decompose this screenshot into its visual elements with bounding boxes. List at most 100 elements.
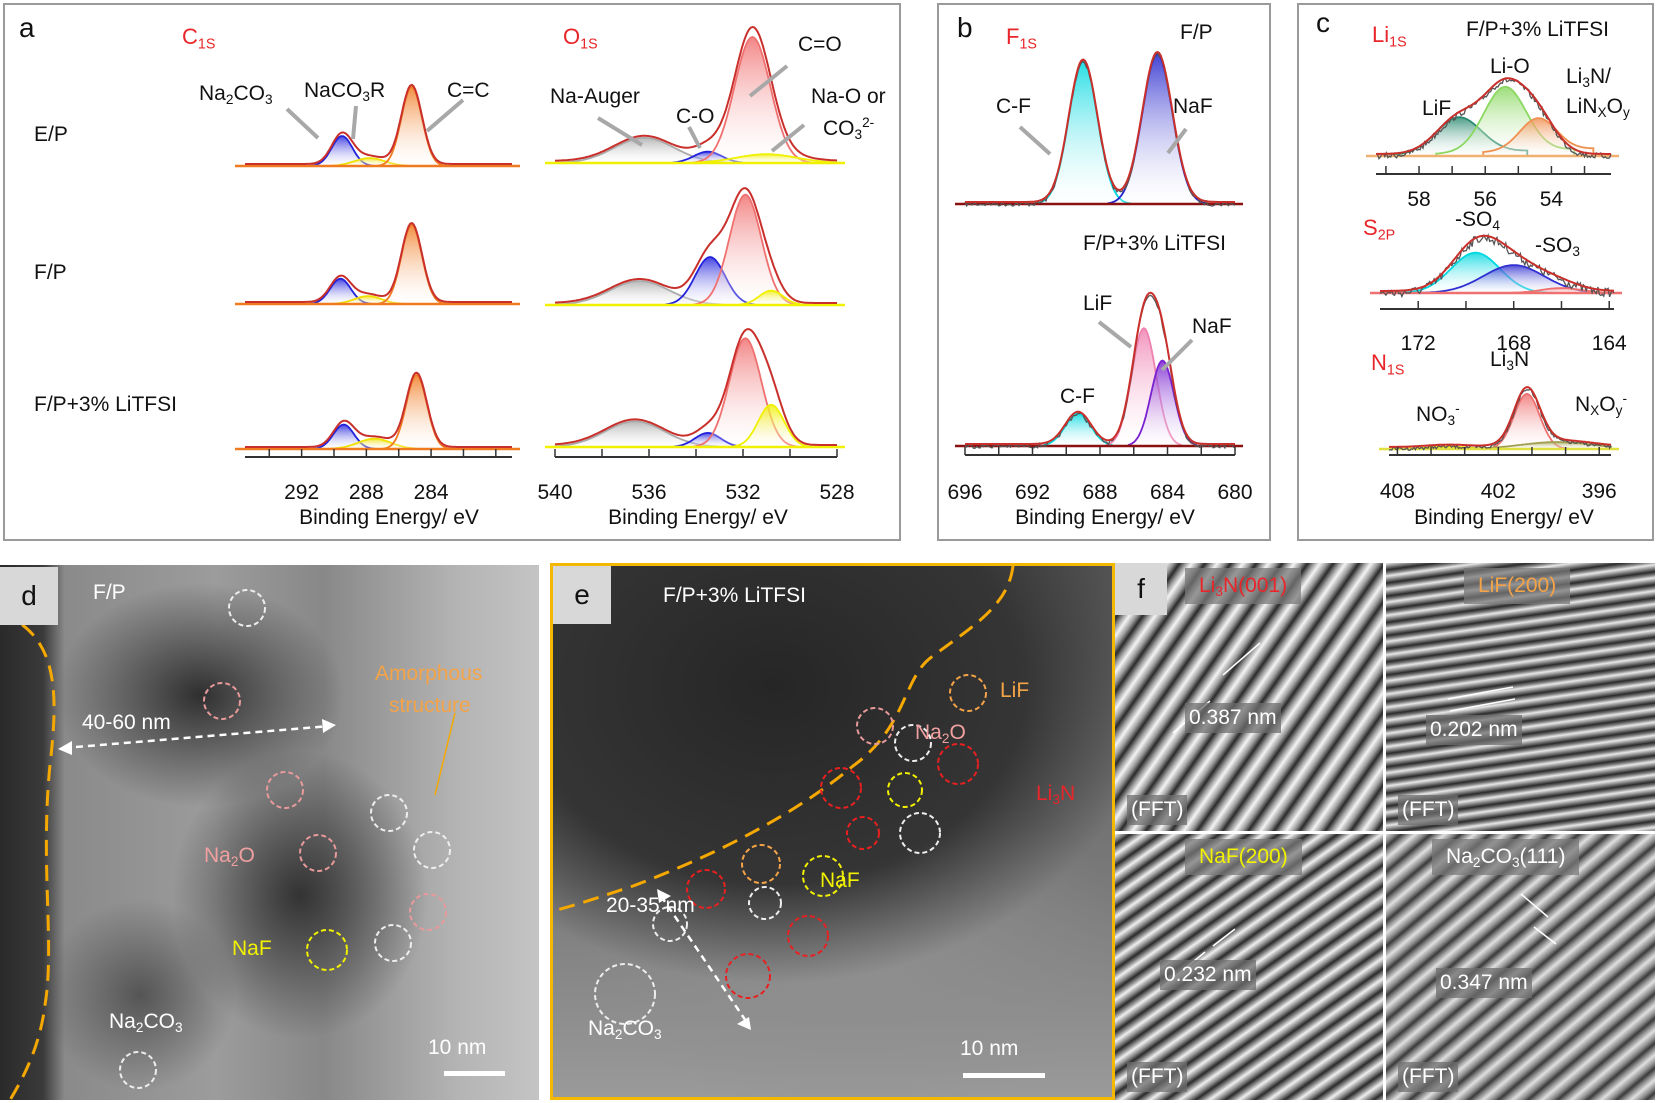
tick-label: 54 bbox=[1540, 188, 1564, 211]
panel-b-frame bbox=[937, 3, 1271, 541]
phase-label: Li3N(001) bbox=[1185, 568, 1302, 604]
spectrum-row bbox=[1366, 77, 1619, 160]
s2p-plot: 172 168 164 bbox=[1370, 232, 1627, 355]
thickness-label: 40-60 nm bbox=[82, 711, 171, 734]
o1s-title: O1S bbox=[563, 24, 598, 53]
panel-b-tag: b bbox=[957, 12, 973, 43]
tick-label: 168 bbox=[1496, 332, 1531, 355]
panel-f-tag: f bbox=[1115, 563, 1167, 615]
arrow-icon bbox=[748, 64, 789, 98]
phase-label: LiF(200) bbox=[1464, 568, 1571, 604]
peak-component bbox=[1127, 359, 1198, 447]
fit-envelope bbox=[554, 25, 837, 162]
na2o-label: Na2O bbox=[204, 844, 255, 870]
tick-label: 164 bbox=[1592, 332, 1627, 355]
panel-a-tag: a bbox=[19, 12, 35, 43]
peak-label: C-O bbox=[676, 105, 715, 128]
peak-label: NaF bbox=[1173, 95, 1213, 118]
fit-envelope bbox=[965, 291, 1235, 445]
peak-label: C-F bbox=[996, 95, 1031, 118]
o1s-x-axis: 540 536 532 528 bbox=[537, 449, 855, 504]
amorphous-label: structure bbox=[389, 694, 471, 717]
fit-envelope bbox=[245, 83, 512, 165]
sample-label: F/P+3% LiTFSI bbox=[663, 584, 806, 607]
arrow-icon bbox=[687, 126, 702, 149]
amorphous-label: Amorphous bbox=[375, 662, 483, 685]
fft-label: (FFT) bbox=[1398, 1062, 1459, 1092]
fit-envelope bbox=[245, 221, 512, 303]
panel-e-tag: e bbox=[553, 566, 611, 624]
tick-label: 172 bbox=[1401, 332, 1436, 355]
tick-label: 696 bbox=[947, 481, 982, 504]
peak-component bbox=[695, 153, 838, 164]
o1s-plot: 540 536 532 528 bbox=[537, 25, 855, 504]
sample-label: F/P bbox=[93, 581, 126, 604]
peak-label: Na-Auger bbox=[550, 85, 640, 108]
panel-a-frame bbox=[3, 3, 901, 541]
fit-envelope bbox=[965, 50, 1235, 203]
n1s-x-axis: 408 402 396 bbox=[1380, 447, 1617, 503]
interface-dashed-line bbox=[0, 611, 56, 1100]
tick-label: 680 bbox=[1217, 481, 1252, 504]
li1s-title: Li1S bbox=[1372, 22, 1407, 51]
fft-label: (FFT) bbox=[1398, 795, 1459, 825]
d-spacing-label: 0.202 nm bbox=[1426, 715, 1522, 745]
spectrum-row bbox=[955, 50, 1243, 208]
tick-label: 536 bbox=[631, 481, 666, 504]
na2o-label: Na2O bbox=[915, 721, 966, 747]
f1s-x-axis: 696 692 688 684 680 bbox=[947, 447, 1253, 504]
tick-label: 532 bbox=[725, 481, 760, 504]
fft-quadrant: LiF(200) 0.202 nm (FFT) bbox=[1386, 563, 1655, 831]
arrow-icon bbox=[1160, 338, 1194, 372]
spectrum-row bbox=[545, 328, 845, 449]
arrow-icon bbox=[1097, 320, 1133, 349]
interface-dashed-line bbox=[553, 566, 1015, 913]
x-axis-label: Binding Energy/ eV bbox=[1414, 506, 1594, 529]
tick-label: 288 bbox=[349, 481, 384, 504]
spectrum-row bbox=[1379, 386, 1619, 452]
f1s-title: F1S bbox=[1006, 24, 1037, 53]
arrow-icon bbox=[1018, 125, 1052, 156]
peak-label: NaF bbox=[1192, 315, 1232, 338]
spectrum-row bbox=[1370, 232, 1622, 299]
peak-component bbox=[1034, 60, 1132, 205]
s2p-title: S2P bbox=[1363, 215, 1396, 244]
tick-label: 528 bbox=[819, 481, 854, 504]
arrow-icon bbox=[351, 105, 358, 140]
tem-image-fp-litfsi: e F/P+3% LiTFSI LiF Na2O Li3N NaF 20-35 … bbox=[550, 563, 1115, 1100]
peak-label: NXOy- bbox=[1575, 390, 1627, 419]
arrow-icon bbox=[425, 98, 465, 133]
peak-component bbox=[693, 36, 812, 164]
arrow-icon bbox=[770, 123, 806, 153]
sample-label: F/P bbox=[1180, 21, 1213, 44]
peak-label: CO32- bbox=[823, 114, 875, 143]
li1s-x-axis: 58 56 54 bbox=[1376, 166, 1611, 211]
peak-label: NO3- bbox=[1416, 400, 1460, 429]
peak-label: NaCO3R bbox=[304, 79, 386, 105]
peak-component bbox=[1043, 412, 1113, 447]
peak-component bbox=[739, 289, 803, 306]
s2p-x-axis: 172 168 164 bbox=[1380, 301, 1627, 355]
peak-label: LiF bbox=[1083, 292, 1113, 315]
na2co3-label: Na2CO3 bbox=[588, 1017, 662, 1043]
fft-label: (FFT) bbox=[1127, 1062, 1188, 1092]
fft-quadrant: NaF(200) 0.232 nm (FFT) bbox=[1115, 834, 1383, 1100]
raw-data-line bbox=[1388, 388, 1612, 452]
row-label: F/P+3% LiTFSI bbox=[34, 393, 177, 416]
n1s-title: N1S bbox=[1371, 350, 1405, 379]
thickness-label: 20-35 nm bbox=[606, 894, 695, 917]
spectrum-row bbox=[545, 187, 845, 307]
peak-label: Li-O bbox=[1490, 55, 1530, 78]
spectrum-row bbox=[235, 371, 520, 451]
sample-label: F/P+3% LiTFSI bbox=[1466, 18, 1609, 41]
c1s-x-axis: 292 288 284 bbox=[245, 449, 512, 504]
peak-label: C=O bbox=[798, 33, 842, 56]
fft-label: (FFT) bbox=[1127, 795, 1188, 825]
panel-c-tag: c bbox=[1316, 7, 1330, 38]
tick-label: 540 bbox=[537, 481, 572, 504]
peak-component bbox=[732, 403, 810, 448]
arrow-icon bbox=[596, 116, 644, 147]
naf-label: NaF bbox=[820, 869, 860, 892]
arrow-icon bbox=[285, 107, 320, 140]
tick-label: 684 bbox=[1150, 481, 1185, 504]
